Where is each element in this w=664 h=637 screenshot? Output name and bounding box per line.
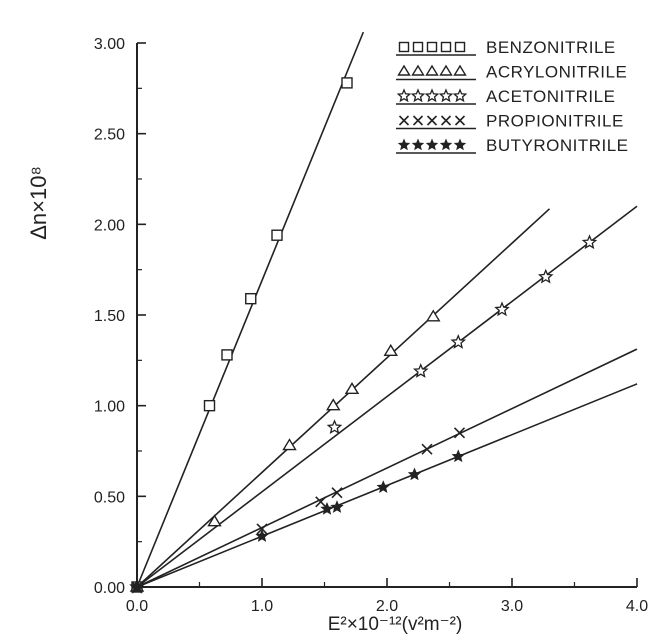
x-marker-stroke [315, 496, 327, 508]
y-tick-label: 3.00 [94, 36, 125, 53]
x-tick-label: 2.0 [376, 598, 398, 615]
y-tick-label: 0.50 [94, 489, 125, 506]
data-point [421, 443, 433, 455]
legend-entry: BENZONITRILE [396, 38, 616, 57]
x-tick-label: 3.0 [501, 598, 523, 615]
fit-lines [136, 31, 638, 588]
data-point [326, 398, 341, 411]
legend-marker [425, 138, 439, 151]
y-tick-label: 1.50 [94, 308, 125, 325]
legend-entry: ACRYLONITRILE [396, 63, 627, 82]
legend-marker [412, 41, 424, 53]
data-point [453, 427, 466, 439]
legend-label: BENZONITRILE [486, 38, 616, 57]
legend-marker [454, 41, 466, 53]
legend-marker [398, 41, 410, 53]
legend-marker [425, 64, 439, 76]
data-point [271, 229, 283, 241]
x-tick-label: 1.0 [251, 598, 273, 615]
data-point [376, 480, 390, 493]
legend-marker [411, 138, 425, 151]
y-tick-label: 2.00 [94, 217, 125, 234]
data-point [255, 529, 269, 542]
y-tick-label: 1.00 [94, 399, 125, 416]
data-point [282, 438, 297, 451]
legend-label: PROPIONITRILE [486, 112, 624, 131]
data-point [331, 487, 343, 499]
data-point [494, 301, 510, 317]
fit-line [136, 208, 551, 588]
legend-marker [439, 64, 453, 76]
fit-line [136, 31, 365, 588]
fit-line [136, 205, 638, 588]
legend: BENZONITRILE ACRYLONITRILE ACETONITRILE PRO… [396, 38, 629, 155]
data-point [203, 399, 216, 412]
data-point [256, 523, 268, 535]
legend-marker [439, 138, 453, 151]
x-marker-stroke [331, 487, 343, 499]
data-point [245, 292, 257, 305]
x-marker-stroke [440, 115, 452, 126]
x-marker-stroke [421, 443, 433, 455]
data-point [537, 268, 554, 284]
y-tick-label: 0.00 [94, 580, 125, 597]
legend-marker [410, 88, 426, 103]
legend-marker [438, 88, 454, 103]
x-marker-stroke [453, 427, 466, 439]
tick-labels: 0.00 0.50 1.00 1.50 2.00 2.50 3.00 0.0 1.0 2.0 3.0… [94, 36, 648, 615]
legend-entry: BUTYRONITRILE [396, 136, 629, 155]
x-axis-title: E²×10⁻¹²(v²m⁻²) [328, 614, 463, 635]
x-tick-label: 4.0 [626, 598, 648, 615]
legend-marker [396, 88, 412, 103]
x-marker-stroke [454, 115, 466, 126]
data-point [412, 363, 429, 378]
x-tick-label: 0.0 [126, 598, 148, 615]
data-point [581, 234, 598, 250]
legend-marker [411, 64, 425, 76]
legend-marker [426, 41, 438, 53]
data-point [221, 349, 233, 361]
legend-marker [453, 64, 467, 76]
legend-marker [452, 88, 468, 103]
legend-entry: PROPIONITRILE [396, 112, 624, 131]
data-points [129, 77, 598, 594]
data-point [407, 467, 422, 481]
legend-marker [412, 115, 424, 126]
x-marker-stroke [256, 523, 268, 535]
data-point [426, 309, 441, 322]
legend-entry: ACETONITRILE [396, 87, 615, 106]
legend-marker [424, 88, 440, 103]
legend-marker [397, 64, 411, 76]
x-marker-stroke [398, 115, 410, 126]
y-tick-label: 2.50 [94, 127, 125, 144]
legend-label: ACETONITRILE [486, 87, 615, 106]
legend-marker [440, 115, 452, 126]
data-point [326, 419, 343, 435]
data-point [383, 343, 398, 356]
data-point [207, 514, 222, 527]
tick-marks [136, 42, 638, 588]
legend-marker [454, 115, 466, 126]
data-point [450, 334, 467, 349]
legend-marker [397, 138, 411, 151]
legend-marker [440, 41, 452, 53]
data-point [451, 449, 465, 463]
data-point [330, 500, 344, 513]
data-point [130, 579, 144, 593]
legend-label: BUTYRONITRILE [486, 136, 629, 155]
legend-marker [453, 138, 467, 151]
data-point [344, 381, 360, 395]
data-point [341, 77, 353, 89]
data-point [315, 496, 327, 508]
legend-marker [426, 115, 438, 126]
fit-line [136, 348, 638, 588]
data-point [320, 501, 334, 515]
legend-label: ACRYLONITRILE [486, 63, 627, 82]
x-marker-stroke [412, 115, 424, 126]
legend-marker [398, 115, 410, 126]
y-axis-title: Δn×10⁸ [26, 166, 51, 240]
x-marker-stroke [426, 115, 438, 126]
